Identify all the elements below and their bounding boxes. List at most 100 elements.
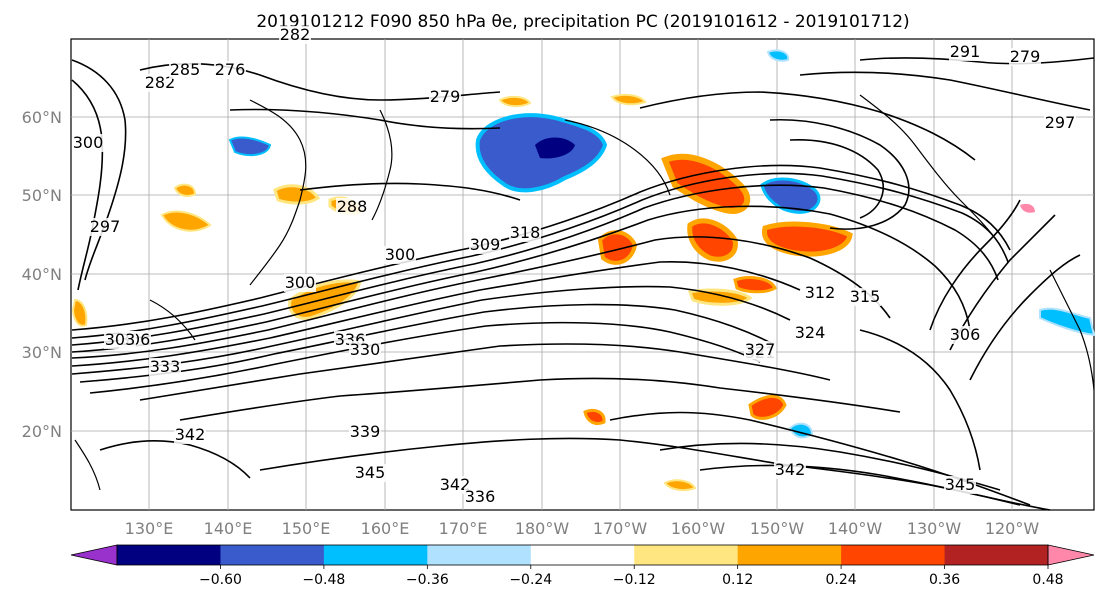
colorbar-tick-label: −0.48	[302, 572, 345, 588]
contour-label: 300	[284, 273, 316, 292]
contour-label: 303	[104, 330, 136, 349]
longitude-label: 170°W	[593, 519, 648, 538]
contour-label-text: 309	[470, 235, 501, 254]
latitude-label: 60°N	[22, 108, 62, 127]
colorbar-tick-label: −0.60	[199, 572, 242, 588]
contour-label: 309	[469, 235, 501, 254]
longitude-label: 140°W	[828, 519, 883, 538]
longitude-label: 160°W	[671, 519, 726, 538]
contour-label-text: 300	[385, 245, 416, 264]
contour-label-text: 279	[430, 87, 461, 106]
contour-label-text: 345	[945, 475, 976, 494]
contour-label-text: 333	[150, 357, 181, 376]
longitude-label: 140°E	[204, 519, 253, 538]
colorbar-swatch	[634, 545, 739, 565]
contour-label-layer: 2762822852792822912973002792882973063003…	[72, 25, 1076, 506]
contour-label-text: 345	[355, 463, 386, 482]
contour-label-text: 300	[73, 133, 104, 152]
contour-label: 339	[349, 422, 381, 441]
contour-label-text: 342	[175, 425, 206, 444]
latitude-label: 20°N	[22, 422, 62, 441]
contour-label-text: 300	[285, 273, 316, 292]
contour-label-text: 336	[465, 487, 496, 506]
contour-label: 288	[336, 197, 368, 216]
contour-label-text: 327	[745, 340, 776, 359]
contour-label-text: 279	[1010, 47, 1041, 66]
contour-label: 318	[509, 223, 541, 242]
contour-label: 315	[849, 287, 881, 306]
colorbar-tick-label: 0.36	[929, 572, 960, 588]
contour-label: 276	[214, 60, 246, 79]
colorbar-tick-label: −0.12	[613, 572, 656, 588]
longitude-label: 120°W	[985, 519, 1040, 538]
contour-label-text: 342	[775, 460, 806, 479]
contour-label-text: 339	[350, 422, 381, 441]
longitude-label: 180°W	[515, 519, 570, 538]
contour-label: 300	[72, 133, 104, 152]
contour-label: 282	[279, 25, 311, 44]
colorbar-tick-label: −0.36	[406, 572, 449, 588]
contour-label: 306	[949, 325, 981, 344]
contour-label-text: 306	[950, 325, 981, 344]
longitude-label: 130°E	[125, 519, 174, 538]
map-panel: 2762822852792822912973002792882973063003…	[70, 25, 1096, 511]
colorbar-swatch	[427, 545, 532, 565]
contour-label: 345	[944, 475, 976, 494]
contour-label-text: 297	[90, 217, 121, 236]
colorbar-swatch	[220, 545, 325, 565]
contour-label: 279	[1009, 47, 1041, 66]
contour-label: 330	[349, 340, 381, 359]
colorbar-frame	[116, 544, 1049, 566]
colorbar-tick-label: 0.24	[826, 572, 857, 588]
contour-label-text: 297	[1045, 113, 1076, 132]
contour-label: 324	[794, 323, 826, 342]
contour-label: 333	[149, 357, 181, 376]
colorbar-tick-label: 0.12	[722, 572, 753, 588]
latitude-label: 50°N	[22, 186, 62, 205]
contour-label: 300	[384, 245, 416, 264]
longitude-labels: 130°E 140°E 150°E 160°E 170°E 180°W 170°W 160°W…	[125, 519, 1040, 538]
contour-label: 282	[144, 73, 176, 92]
longitude-label: 150°E	[282, 519, 331, 538]
longitude-label: 150°W	[750, 519, 805, 538]
longitude-label: 170°E	[439, 519, 488, 538]
latitude-label: 40°N	[22, 265, 62, 284]
contour-label: 336	[464, 487, 496, 506]
figure-title: 2019101212 F090 850 hPa θe, precipitatio…	[256, 12, 909, 32]
contour-label-text: 282	[145, 73, 176, 92]
contour-label: 342	[174, 425, 206, 444]
latitude-labels: 60°N 50°N 40°N 30°N 20°N	[22, 108, 62, 441]
map-frame	[70, 38, 1095, 511]
contour-label: 342	[439, 475, 471, 494]
contour-label-text: 324	[795, 323, 826, 342]
latitude-label: 30°N	[22, 343, 62, 362]
contour-label: 327	[744, 340, 776, 359]
contour-label-text: 318	[510, 223, 541, 242]
contour-label-text: 303	[105, 330, 136, 349]
gridlines	[71, 39, 1094, 510]
contour-label-text: 282	[280, 25, 311, 44]
contour-label: 291	[949, 42, 981, 61]
colorbar-swatch	[530, 545, 635, 565]
colorbar: −0.60 −0.48 −0.36 −0.24 −0.12 0.12 0.24 0.36 0.4…	[70, 544, 1095, 588]
longitude-label: 160°E	[361, 519, 410, 538]
contour-label-text: 342	[440, 475, 471, 494]
colorbar-tick-label: −0.24	[509, 572, 552, 588]
contour-label: 345	[354, 463, 386, 482]
contour-label-text: 315	[850, 287, 881, 306]
coastlines	[74, 94, 1095, 491]
contour-label: 279	[429, 87, 461, 106]
contour-label: 297	[1044, 113, 1076, 132]
contour-label: 342	[774, 460, 806, 479]
colorbar-extend-high	[1047, 544, 1095, 566]
colorbar-swatch	[117, 545, 221, 565]
contour-label-text: 312	[805, 283, 836, 302]
contour-label-text: 285	[170, 60, 201, 79]
contour-label: 285	[169, 60, 201, 79]
contour-label: 312	[804, 283, 836, 302]
contour-label: 297	[89, 217, 121, 236]
contour-label-text: 330	[350, 340, 381, 359]
colorbar-swatch	[841, 545, 946, 565]
contour-label-text: 288	[337, 197, 368, 216]
